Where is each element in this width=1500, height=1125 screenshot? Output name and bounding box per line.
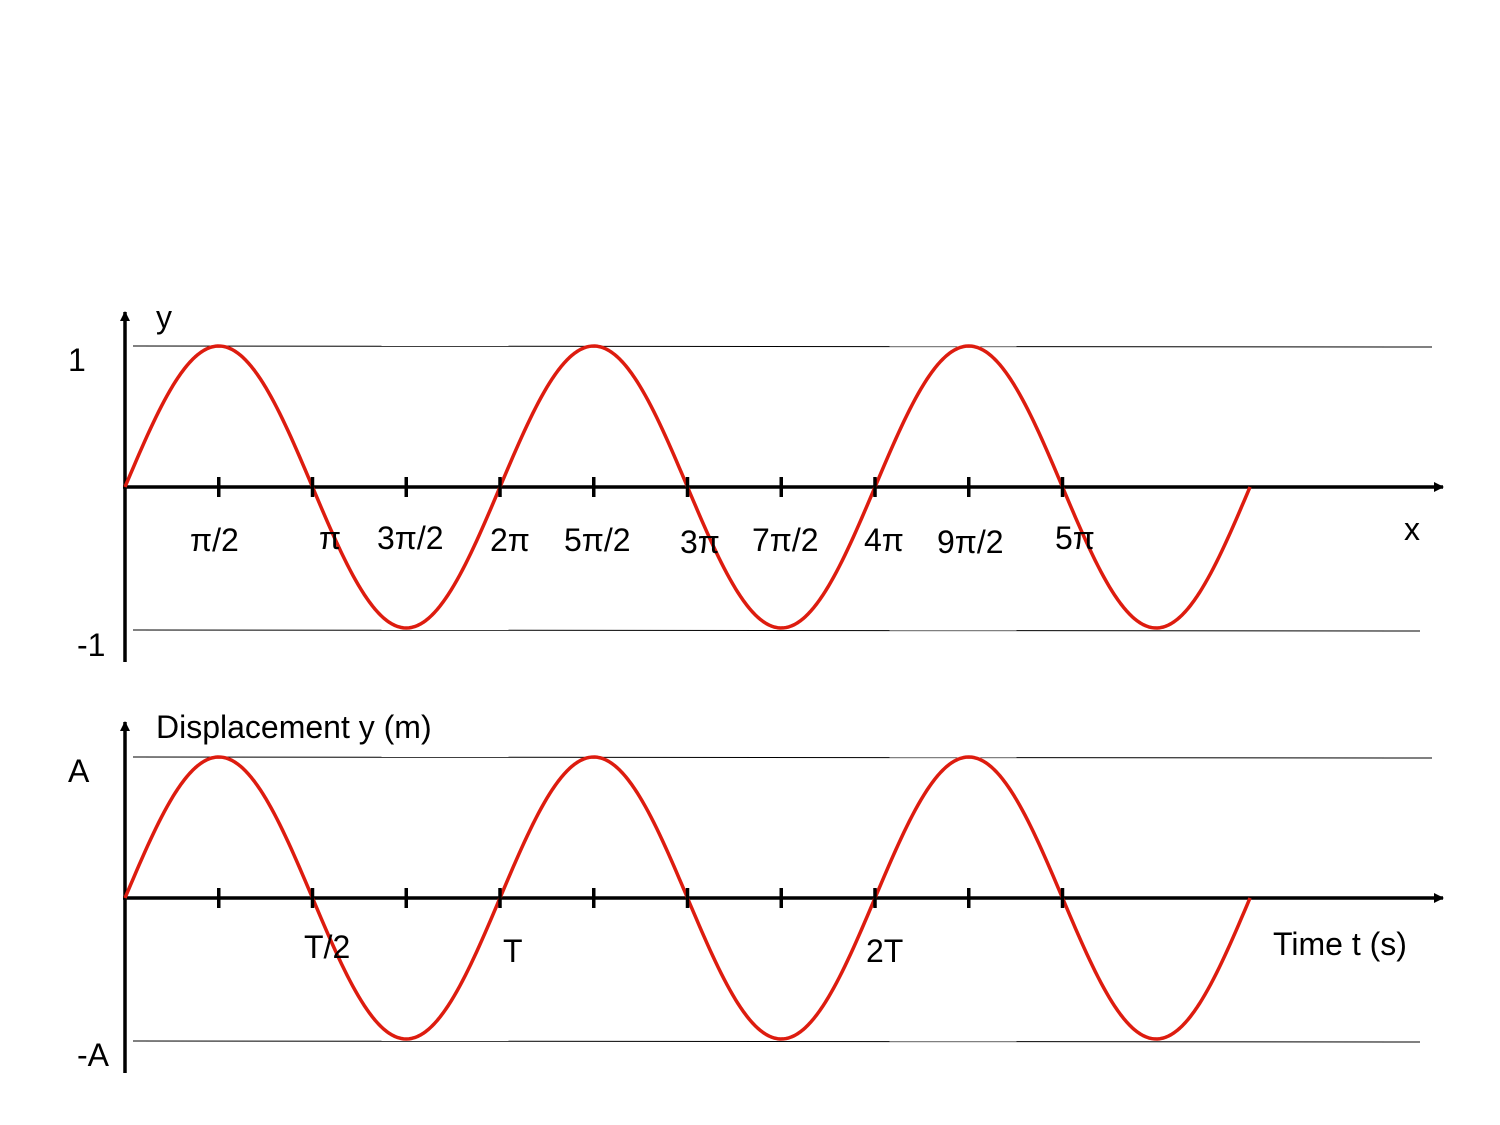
x-tick-label: T/2	[304, 929, 350, 965]
x-axis-label: x	[1404, 511, 1420, 547]
max-reference-line	[132, 345, 1433, 348]
x-tick-label: 7π/2	[752, 522, 819, 558]
time-chart: Displacement y (m) Time t (s) A -A T/2 T…	[68, 709, 1444, 1073]
min-reference-line	[132, 1040, 1421, 1043]
x-tick-label: 4π	[864, 522, 904, 558]
x-ticks	[217, 888, 1065, 908]
x-tick-label: 3π	[680, 524, 720, 560]
x-tick-label: 5π	[1055, 520, 1095, 556]
x-tick-label: 5π/2	[564, 522, 631, 558]
min-reference-line	[132, 629, 1421, 632]
y-max-label: A	[68, 753, 90, 789]
phase-chart: y x 1 -1 π/2 π 3π/2 2π 5π/2 3π 7π/2 4π 9…	[68, 299, 1444, 663]
x-axis-label: Time t (s)	[1273, 926, 1407, 962]
y-axis-label: Displacement y (m)	[156, 709, 432, 745]
x-tick-label: 2T	[866, 933, 903, 969]
x-tick-label: π/2	[190, 522, 239, 558]
x-tick-label: 2π	[490, 522, 530, 558]
x-tick-label: π	[319, 520, 341, 556]
x-tick-label: 3π/2	[377, 520, 444, 556]
x-tick-label: 9π/2	[937, 524, 1004, 560]
x-tick-label: T	[503, 933, 523, 969]
y-min-label: -A	[77, 1037, 110, 1073]
y-max-label: 1	[68, 342, 86, 378]
y-min-label: -1	[77, 627, 105, 663]
y-axis-label: y	[156, 299, 172, 335]
max-reference-line	[132, 756, 1433, 759]
x-ticks	[217, 477, 1065, 497]
